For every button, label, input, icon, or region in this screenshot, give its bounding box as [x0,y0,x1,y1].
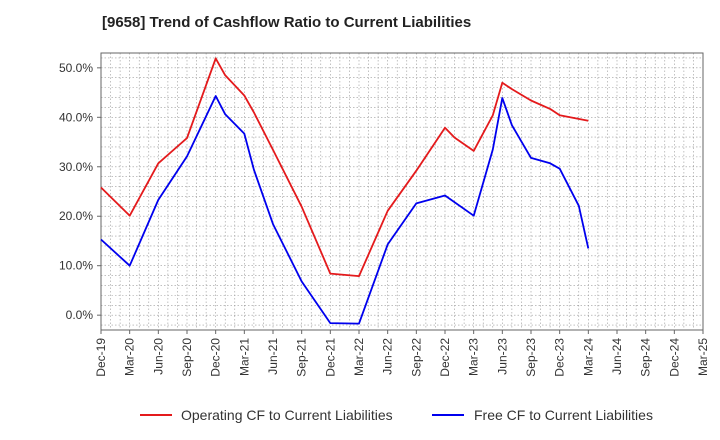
y-tick-label: 50.0% [59,61,93,75]
x-tick-label: Mar-22 [352,338,366,376]
x-tick-label: Sep-24 [639,338,653,377]
y-tick-label: 40.0% [59,110,93,124]
x-tick-label: Jun-24 [610,338,624,375]
x-tick-label: Mar-25 [696,338,710,376]
y-axis-ticks: 0.0% 10.0% 20.0% 30.0% 40.0% 50.0% [59,61,101,322]
y-tick-label: 0.0% [66,308,94,322]
x-tick-label: Dec-23 [553,338,567,377]
x-tick-label: Sep-23 [524,338,538,377]
x-tick-label: Mar-20 [123,338,137,376]
y-tick-label: 30.0% [59,160,93,174]
y-tick-label: 10.0% [59,259,93,273]
x-tick-label: Dec-20 [209,338,223,377]
grid-lines [100,53,704,330]
x-tick-label: Sep-22 [409,338,423,377]
x-tick-label: Dec-22 [438,338,452,377]
chart-title: [9658] Trend of Cashflow Ratio to Curren… [102,14,472,31]
y-tick-label: 20.0% [59,209,93,223]
x-tick-label: Jun-22 [381,338,395,375]
x-tick-label: Dec-24 [667,338,681,377]
legend: Operating CF to Current Liabilities Free … [140,407,653,423]
legend-label: Operating CF to Current Liabilities [181,407,393,423]
x-tick-label: Sep-21 [295,338,309,377]
series-line-operating-cf [100,57,589,278]
plot-border [100,52,704,331]
series-lines [100,57,590,325]
x-tick-label: Dec-19 [94,338,108,377]
x-tick-label: Jun-23 [495,338,509,375]
x-tick-label: Jun-20 [151,338,165,375]
series-line-free-cf [100,95,590,325]
x-tick-label: Sep-20 [180,338,194,377]
x-tick-label: Mar-21 [237,338,251,376]
x-axis-ticks: Dec-19 Mar-20 Jun-20 Sep-20 Dec-20 Mar-21 Jun-… [94,330,710,377]
legend-label: Free CF to Current Liabilities [474,407,653,423]
x-tick-label: Jun-21 [266,338,280,375]
x-tick-label: Mar-24 [581,338,595,376]
x-tick-label: Mar-23 [467,338,481,376]
x-tick-label: Dec-21 [323,338,337,377]
